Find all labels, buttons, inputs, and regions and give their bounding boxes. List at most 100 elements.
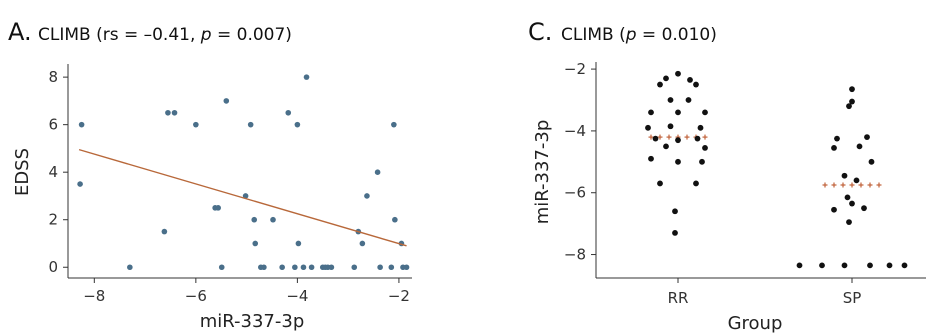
panel-a-point	[193, 121, 199, 128]
panel-c-point	[867, 262, 873, 269]
panel-c-point	[846, 103, 852, 110]
panel-c-point	[849, 86, 855, 93]
panel-a-point	[388, 264, 395, 271]
panel-c-point	[652, 135, 659, 142]
panel-a: A. CLIMB (rs = –0.41, p = 0.007) miR-337…	[8, 18, 412, 332]
panel-c-point	[667, 123, 674, 130]
panel-c-point	[846, 219, 852, 225]
panel-c-medians	[648, 134, 882, 188]
panel-a-letter: A.	[8, 18, 32, 46]
panel-a-point	[377, 264, 383, 271]
panel-c-point	[819, 262, 825, 269]
panel-a-point	[359, 240, 366, 247]
panel-c-point	[864, 134, 870, 140]
panel-a-point	[308, 264, 315, 271]
panel-a-point	[270, 216, 276, 223]
panel-a-point	[303, 74, 310, 80]
panel-a-ylabel: EDSS	[12, 148, 33, 196]
panel-a-point	[252, 240, 259, 247]
panel-c-point	[675, 109, 681, 116]
panel-c-title: CLIMB (p = 0.010)	[561, 25, 717, 45]
panel-c-point	[645, 124, 651, 131]
panel-a-point	[247, 121, 254, 128]
panel-c-point	[841, 172, 848, 179]
panel-c-point	[834, 135, 840, 142]
panel-c-ticks: −8 −6 −4 −2 RR SP	[564, 60, 861, 307]
panel-a-point	[279, 264, 285, 271]
panel-a-point	[295, 240, 302, 247]
panel-c-point	[672, 230, 678, 236]
panel-a-title: CLIMB (rs = –0.41, p = 0.007)	[38, 25, 292, 45]
panel-a-point	[161, 228, 168, 235]
panel-a-point	[218, 264, 225, 271]
panel-c-point	[657, 81, 663, 88]
panel-a-point	[127, 264, 133, 271]
panel-a-ytick-label: 4	[48, 163, 58, 181]
panel-a-point	[78, 121, 85, 128]
panel-a-point	[364, 193, 370, 199]
panel-a-point	[374, 169, 381, 175]
panel-a-point	[292, 264, 298, 271]
panel-a-point	[328, 264, 335, 271]
panel-c-point	[868, 158, 875, 165]
panel-a-point	[223, 98, 230, 104]
panel-a-xtick-label: −4	[286, 287, 308, 305]
panel-c-point	[693, 180, 699, 187]
panel-a-point	[165, 109, 171, 116]
panel-c-point	[672, 208, 678, 215]
panel-c-point	[657, 180, 663, 187]
panel-c-ytick-label: −2	[564, 60, 586, 78]
panel-c-point	[841, 262, 848, 269]
panel-a-point	[215, 205, 221, 211]
panel-a-xtick-label: −8	[83, 287, 105, 305]
panel-c-point	[849, 98, 855, 105]
panel-c-point	[675, 137, 681, 144]
panel-c-ytick-label: −4	[564, 122, 586, 140]
panel-a-ytick-label: 6	[48, 116, 58, 134]
panel-c-point	[694, 135, 701, 142]
panel-c-point	[663, 75, 669, 82]
panel-c-ytick-label: −8	[564, 246, 586, 264]
panel-a-point	[261, 264, 267, 271]
panel-a-ytick-label: 0	[48, 258, 58, 276]
panel-c-ytick-label: −6	[564, 184, 586, 202]
panel-c-point	[831, 206, 837, 213]
panel-a-point	[251, 216, 258, 223]
panel-c-point	[667, 97, 674, 103]
panel-c: C. CLIMB (p = 0.010) Group miR-337-3p −8…	[528, 18, 926, 333]
panel-c-point	[886, 262, 893, 269]
panel-c-point	[702, 109, 708, 116]
panel-c-point	[849, 200, 855, 207]
panel-c-point	[648, 155, 654, 162]
panel-a-point	[351, 264, 358, 271]
panel-a-ytick-label: 2	[48, 211, 58, 229]
panel-c-xtick-label: RR	[668, 289, 689, 307]
panel-c-point	[702, 145, 708, 151]
panel-a-ticks: −8 −6 −4 −2 0 2 4 6 8	[48, 68, 410, 305]
panel-c-point	[861, 205, 867, 212]
panel-a-xlabel: miR-337-3p	[200, 311, 305, 332]
panel-c-points	[645, 70, 908, 269]
panel-a-point	[285, 109, 292, 116]
panel-a-point	[392, 216, 398, 223]
panel-c-letter: C.	[528, 18, 552, 46]
panel-a-point	[294, 121, 301, 128]
panel-c-point	[844, 194, 851, 201]
panel-c-point	[685, 97, 692, 103]
panel-c-point	[796, 262, 803, 269]
panel-a-xtick-label: −6	[185, 287, 207, 305]
panel-c-point	[853, 177, 860, 184]
panel-c-xtick-label: SP	[843, 289, 862, 307]
panel-c-point	[693, 81, 699, 88]
panel-a-ytick-label: 8	[48, 68, 58, 86]
panel-a-point	[300, 264, 307, 271]
panel-c-point	[901, 262, 908, 269]
panel-c-point	[697, 124, 704, 131]
panel-a-point	[242, 193, 249, 199]
panel-c-xlabel: Group	[728, 313, 783, 333]
panel-c-ylabel: miR-337-3p	[532, 120, 553, 225]
panel-a-point	[77, 181, 83, 187]
panel-a-xtick-label: −2	[388, 287, 410, 305]
panel-c-point	[831, 145, 837, 151]
